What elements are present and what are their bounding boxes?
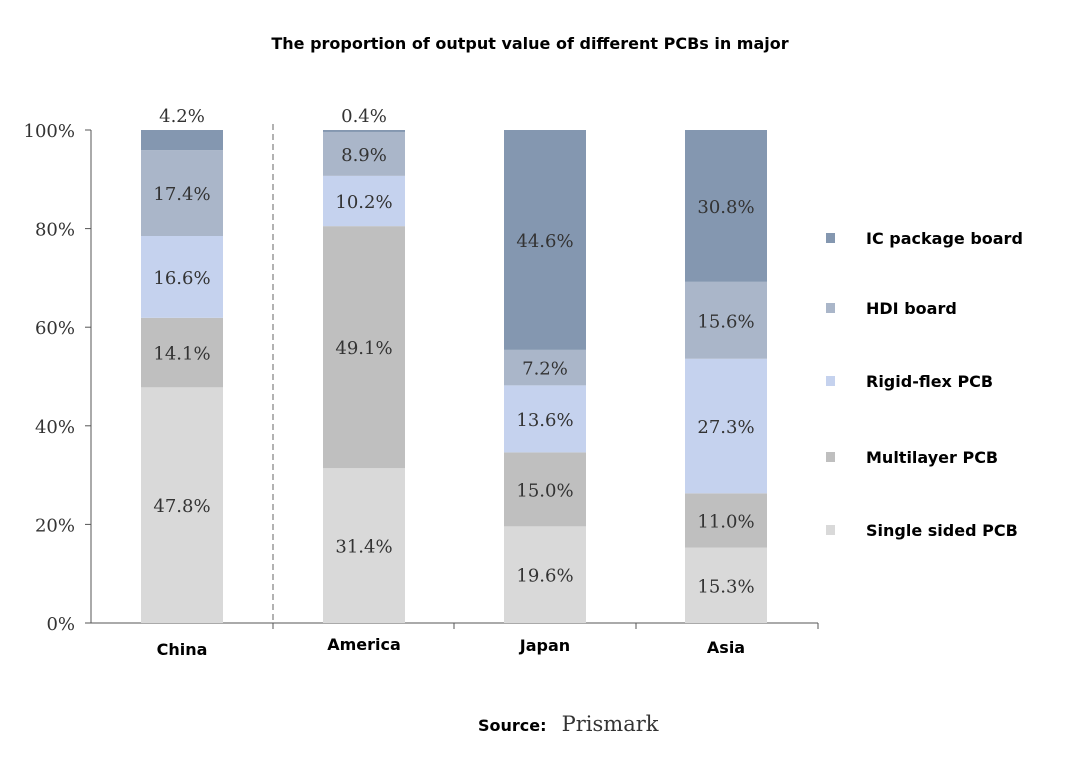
source-value: Prismark — [561, 712, 659, 736]
bar-segment — [323, 130, 405, 132]
data-label: 15.3% — [697, 576, 754, 597]
data-label: 27.3% — [697, 417, 754, 438]
data-label: 7.2% — [522, 359, 568, 380]
x-category-label: Japan — [519, 636, 570, 655]
data-label: 15.6% — [697, 311, 754, 332]
bar-segment — [141, 387, 223, 623]
bar-segment — [504, 349, 586, 386]
legend-swatch — [826, 525, 835, 535]
data-label: 30.8% — [697, 197, 754, 218]
bar-segment — [504, 130, 586, 350]
bar-segment — [504, 526, 586, 623]
y-tick-label: 20% — [35, 515, 75, 536]
y-tick-label: 80% — [35, 220, 75, 241]
bar-segment — [685, 358, 767, 494]
legend-label: Single sided PCB — [866, 521, 1018, 540]
y-tick-label: 40% — [35, 417, 75, 438]
data-label: 47.8% — [153, 496, 210, 517]
data-label: 14.1% — [153, 344, 210, 365]
legend-swatch — [826, 303, 835, 313]
bar-segment — [141, 317, 223, 388]
data-label: 49.1% — [335, 338, 392, 359]
bar-segment — [685, 493, 767, 548]
x-category-label: China — [157, 640, 208, 659]
source-label: Source: — [478, 716, 547, 735]
legend-label: Multilayer PCB — [866, 448, 998, 467]
source-note: Source: Prismark — [478, 712, 658, 736]
bar-segment — [504, 452, 586, 527]
bar-segment — [685, 547, 767, 623]
x-category-label: America — [327, 635, 401, 654]
bar-segment — [141, 150, 223, 236]
data-label: 11.0% — [697, 511, 754, 532]
y-tick-label: 60% — [35, 318, 75, 339]
data-label: 8.9% — [341, 145, 387, 166]
bar-segment — [323, 226, 405, 469]
data-label: 31.4% — [335, 537, 392, 558]
y-tick-label: 0% — [46, 614, 75, 635]
legend-swatch — [826, 376, 835, 386]
bar-segment — [685, 130, 767, 282]
y-tick-label: 100% — [24, 121, 75, 142]
bar-segment — [141, 235, 223, 318]
bar-segment — [323, 468, 405, 623]
legend-label: HDI board — [866, 299, 957, 318]
data-label: 4.2% — [159, 106, 205, 127]
data-label: 16.6% — [153, 268, 210, 289]
bar-segment — [141, 130, 223, 151]
data-label: 10.2% — [335, 192, 392, 213]
legend-label: IC package board — [866, 229, 1023, 248]
bar-segment — [685, 281, 767, 359]
data-label: 44.6% — [516, 231, 573, 252]
legend-swatch — [826, 233, 835, 243]
chart-title: The proportion of output value of differ… — [271, 34, 789, 53]
bar-segment — [323, 175, 405, 227]
bar-segment — [323, 131, 405, 176]
data-label: 0.4% — [341, 106, 387, 127]
x-category-label: Asia — [707, 638, 745, 657]
data-label: 15.0% — [516, 480, 573, 501]
bar-segment — [504, 385, 586, 453]
data-label: 17.4% — [153, 184, 210, 205]
legend-label: Rigid-flex PCB — [866, 372, 993, 391]
legend-swatch — [826, 452, 835, 462]
data-label: 13.6% — [516, 410, 573, 431]
data-label: 19.6% — [516, 566, 573, 587]
